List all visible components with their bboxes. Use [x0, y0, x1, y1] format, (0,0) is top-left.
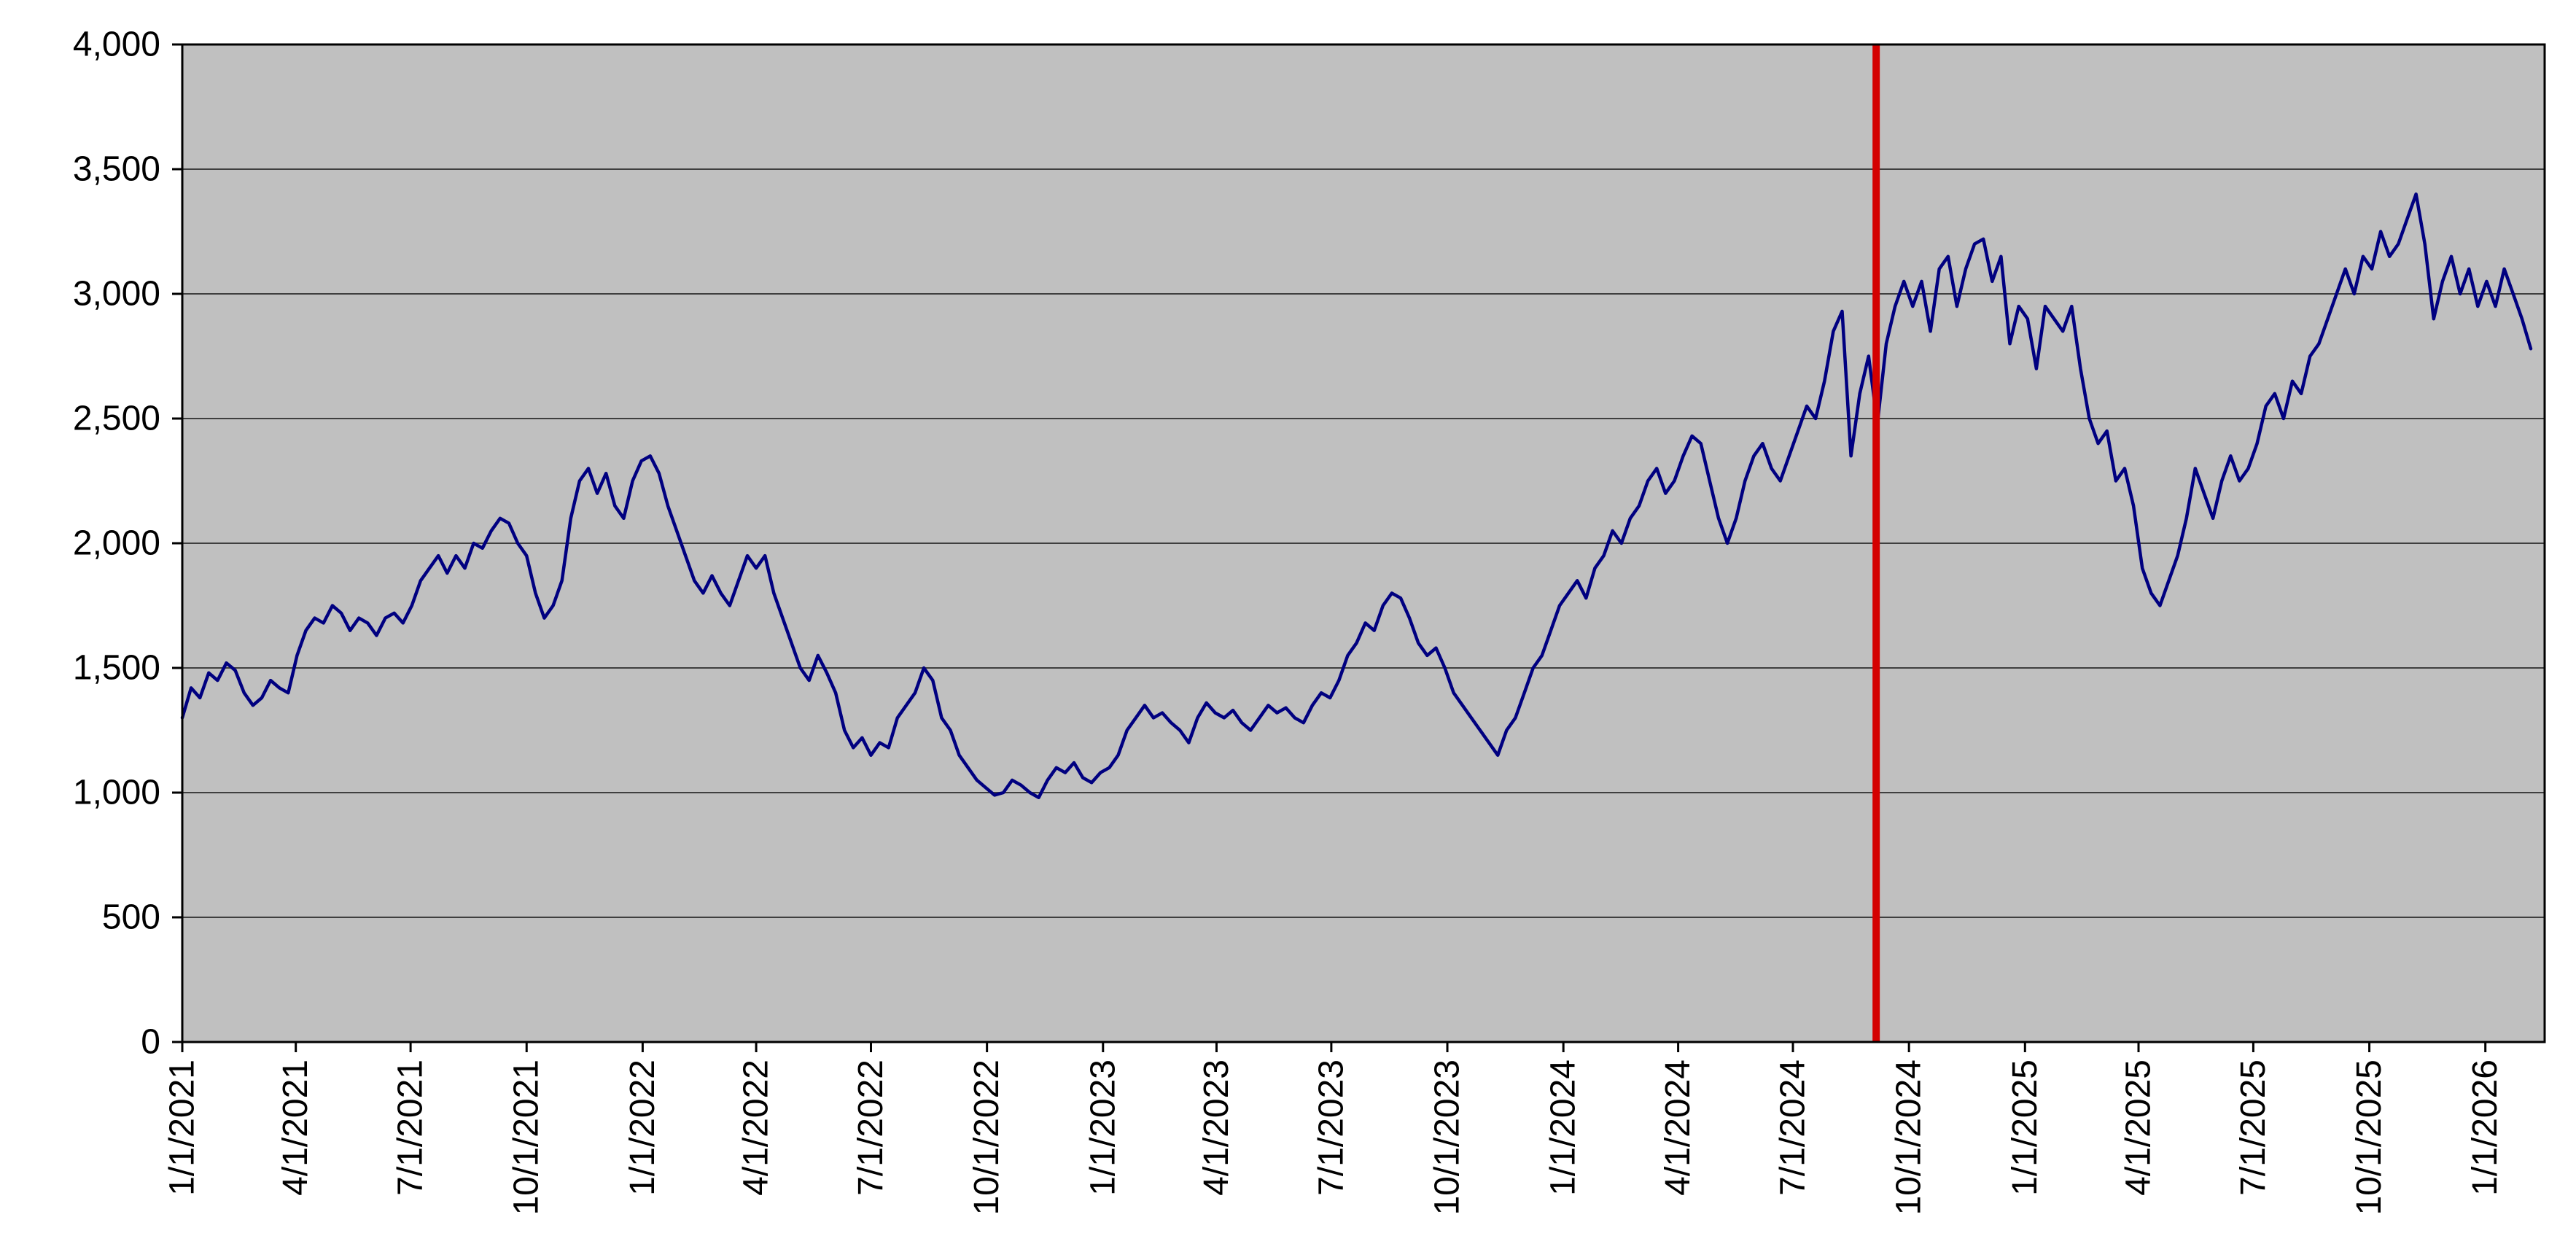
x-tick-label: 10/1/2024 [1890, 1059, 1929, 1216]
y-tick-label: 3,500 [73, 150, 160, 189]
x-tick-label: 1/1/2021 [163, 1059, 202, 1196]
y-tick-label: 1,000 [73, 774, 160, 812]
x-tick-label: 7/1/2022 [852, 1059, 890, 1196]
x-tick-label: 7/1/2024 [1774, 1059, 1813, 1196]
x-tick-label: 10/1/2022 [968, 1059, 1006, 1216]
y-tick-label: 0 [141, 1023, 160, 1062]
y-tick-label: 1,500 [73, 649, 160, 688]
x-tick-label: 10/1/2021 [507, 1059, 546, 1216]
x-tick-label: 10/1/2023 [1428, 1059, 1467, 1216]
y-tick-label: 4,000 [73, 26, 160, 64]
x-tick-label: 4/1/2021 [276, 1059, 315, 1196]
x-tick-label: 7/1/2023 [1312, 1059, 1350, 1196]
x-tick-label: 7/1/2025 [2234, 1059, 2273, 1196]
x-tick-label: 1/1/2022 [623, 1059, 662, 1196]
plot-border [181, 43, 2546, 1043]
y-tick-label: 2,000 [73, 524, 160, 563]
x-tick-label: 7/1/2021 [392, 1059, 430, 1196]
x-tick-label: 4/1/2023 [1197, 1059, 1236, 1196]
x-tick-label: 1/1/2025 [2006, 1059, 2044, 1196]
x-tick-label: 1/1/2024 [1544, 1059, 1583, 1196]
x-tick-label: 4/1/2025 [2119, 1059, 2157, 1196]
x-tick-label: 1/1/2026 [2466, 1059, 2505, 1196]
y-tick-label: 2,500 [73, 400, 160, 438]
price-line [180, 192, 2533, 800]
x-tick-label: 1/1/2023 [1083, 1059, 1122, 1196]
x-tick-label: 10/1/2025 [2350, 1059, 2389, 1216]
x-tick-label: 4/1/2024 [1659, 1059, 1697, 1196]
y-tick-label: 3,000 [73, 275, 160, 314]
y-tick-label: 500 [102, 898, 160, 937]
x-tick-label: 4/1/2022 [737, 1059, 776, 1196]
